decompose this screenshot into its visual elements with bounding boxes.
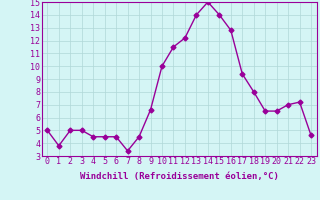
X-axis label: Windchill (Refroidissement éolien,°C): Windchill (Refroidissement éolien,°C) — [80, 172, 279, 181]
